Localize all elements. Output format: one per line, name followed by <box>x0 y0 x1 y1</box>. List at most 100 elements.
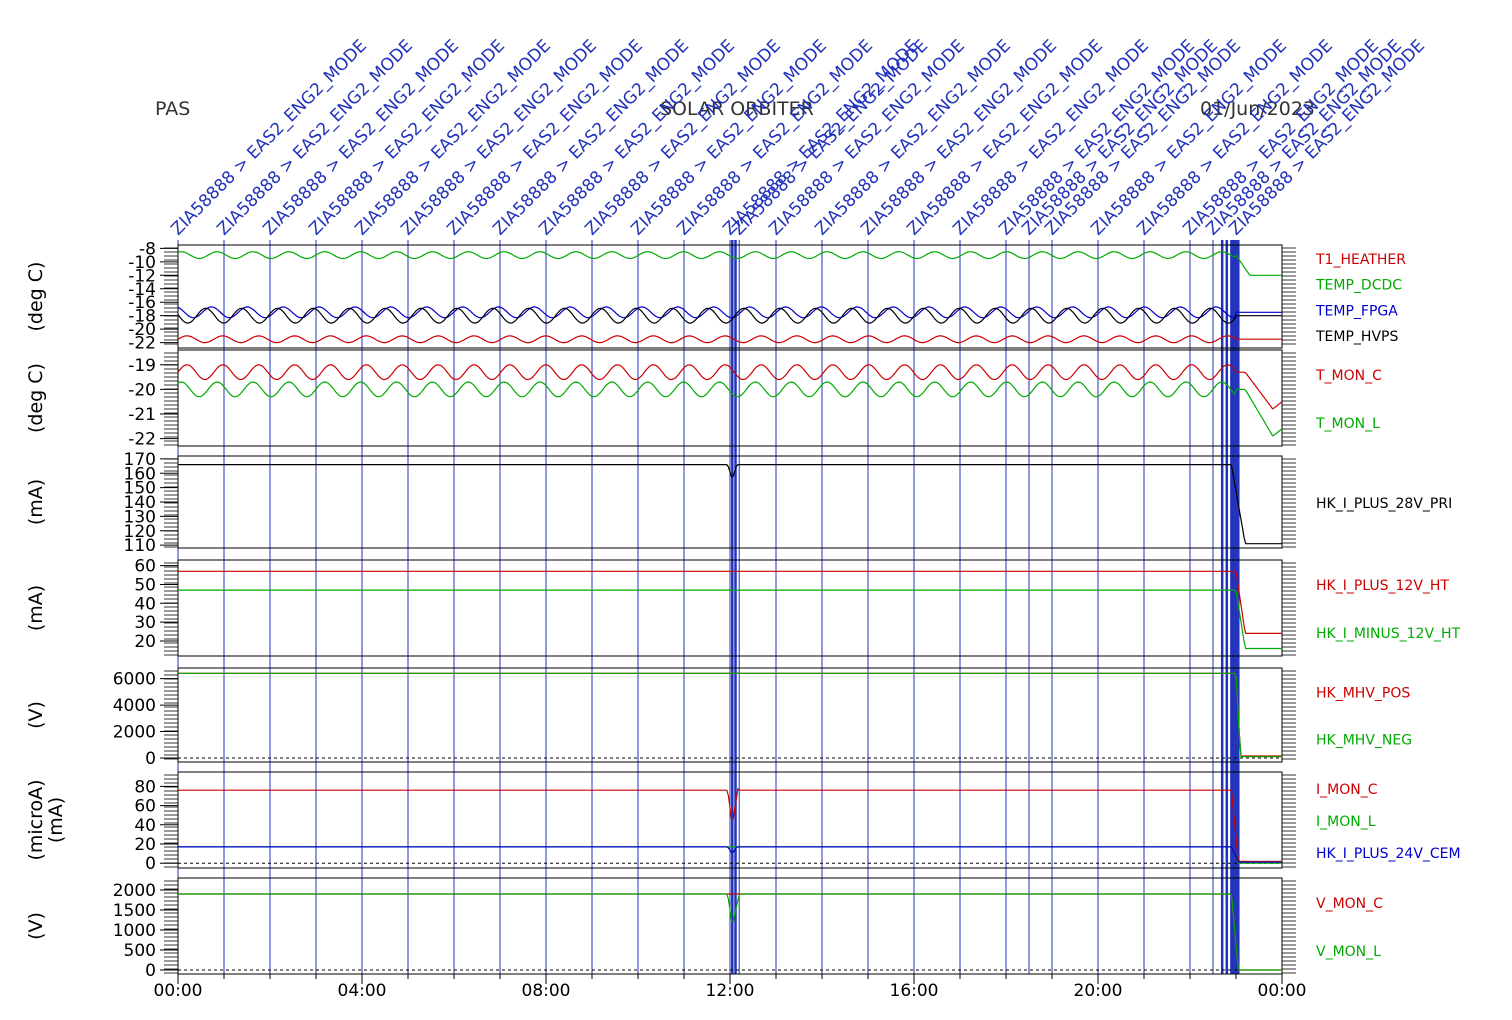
legend-label: TEMP_DCDC <box>1315 278 1402 294</box>
legend-label: HK_MHV_POS <box>1316 686 1410 702</box>
y-tick-label: 60 <box>134 797 156 817</box>
y-tick-label: -16 <box>128 293 156 313</box>
series-line <box>177 307 1282 324</box>
legend-label: T_MON_C <box>1315 368 1382 384</box>
series-line <box>178 672 1282 758</box>
y-axis-label: (V) <box>25 912 47 940</box>
y-axis-label: (V) <box>25 701 47 729</box>
y-tick-label: -22 <box>128 334 156 354</box>
y-tick-label: 40 <box>134 816 156 836</box>
y-tick-label: -14 <box>128 280 156 300</box>
legend-label: HK_I_PLUS_12V_HT <box>1316 578 1449 594</box>
panel-frame <box>177 244 1283 349</box>
x-tick-label: 08:00 <box>522 981 571 1001</box>
y-axis-label: (mA) <box>25 479 47 525</box>
y-tick-label: 20 <box>134 632 156 652</box>
y-tick-label: -20 <box>128 380 156 400</box>
y-axis-label: (mA) <box>45 797 67 843</box>
series-line <box>177 306 1282 319</box>
series-line <box>178 846 1282 863</box>
x-tick-label: 20:00 <box>1074 981 1123 1001</box>
series-line <box>177 335 1282 344</box>
y-tick-label: 2000 <box>113 723 156 743</box>
series-line <box>178 787 1282 862</box>
y-tick-label: -20 <box>128 320 156 340</box>
y-tick-label: 500 <box>124 941 156 961</box>
header-center: SOLAR ORBITER <box>660 98 814 120</box>
y-tick-label: 4000 <box>113 696 156 716</box>
series-line <box>178 893 1282 971</box>
series-line <box>178 589 1282 650</box>
y-tick-label: -10 <box>128 253 156 273</box>
header-right: 01/Jun/2023 <box>1200 98 1316 120</box>
y-tick-label: -22 <box>128 430 156 450</box>
y-tick-label: 6000 <box>113 670 156 690</box>
y-tick-label: 0 <box>145 749 156 769</box>
y-axis-label: (microA) <box>25 779 47 860</box>
series-line <box>177 251 1282 276</box>
panel-frame <box>177 559 1283 657</box>
y-tick-label: 60 <box>134 557 156 577</box>
legend-label: HK_I_PLUS_28V_PRI <box>1316 496 1452 512</box>
y-tick-label: 2000 <box>113 881 156 901</box>
panel-frame <box>177 349 1283 447</box>
time-axis: 00:00 04:00 08:00 12:00 16:00 20:00 00:00 <box>154 974 1307 1001</box>
y-tick-label: 1500 <box>113 901 156 921</box>
x-tick-label: 00:00 <box>154 981 203 1001</box>
legend-label: T1_HEATHER <box>1315 252 1406 268</box>
y-tick-label: -8 <box>139 239 156 259</box>
y-tick-label: 130 <box>124 507 156 527</box>
series-line <box>177 381 1283 437</box>
series-line <box>178 464 1282 545</box>
legend-label: HK_I_MINUS_12V_HT <box>1316 626 1461 642</box>
series-line <box>178 570 1282 634</box>
y-tick-label: 0 <box>145 961 156 981</box>
y-tick-label: 120 <box>124 522 156 542</box>
x-tick-label: 00:00 <box>1258 981 1307 1001</box>
x-tick-label: 04:00 <box>338 981 387 1001</box>
y-tick-label: -21 <box>128 405 156 425</box>
series-line <box>177 364 1283 410</box>
y-tick-label: 170 <box>124 450 156 470</box>
legend-label: HK_I_PLUS_24V_CEM <box>1316 846 1461 862</box>
legend-label: TEMP_HVPS <box>1315 329 1398 345</box>
panel: -8-10-12-14-16-18-20-22 (deg C) T1_HEATHER… <box>25 239 1406 353</box>
y-tick-label: 1000 <box>113 921 156 941</box>
legend-label: V_MON_L <box>1316 944 1381 960</box>
legend-label: T_MON_L <box>1315 416 1380 432</box>
y-tick-label: 160 <box>124 464 156 484</box>
panel-frame <box>177 771 1283 869</box>
panel: -19 -20 -21 -22 (deg C) T_MON_C T_MON_L <box>25 349 1382 450</box>
y-axis-label: (deg C) <box>25 363 47 433</box>
x-tick-label: 16:00 <box>890 981 939 1001</box>
y-tick-label: 110 <box>124 536 156 556</box>
legend-label: I_MON_C <box>1316 782 1378 798</box>
panel: 6000 4000 2000 0 (V) HK_MHV_POS HK_MHV_NEG <box>25 667 1412 769</box>
legend-label: V_MON_C <box>1316 896 1383 912</box>
y-tick-label: 40 <box>134 594 156 614</box>
y-tick-label: 30 <box>134 613 156 633</box>
y-tick-label: 80 <box>134 777 156 797</box>
x-tick-label: 12:00 <box>706 981 755 1001</box>
header-left: PAS <box>155 98 191 120</box>
legend-label: HK_MHV_NEG <box>1316 733 1412 749</box>
y-tick-label: -19 <box>128 356 156 376</box>
y-tick-label: -12 <box>128 266 156 286</box>
y-tick-label: 0 <box>145 854 156 874</box>
y-axis-label: (mA) <box>25 585 47 631</box>
y-tick-label: -18 <box>128 307 156 327</box>
y-tick-label: 50 <box>134 575 156 595</box>
plot-panels: -8-10-12-14-16-18-20-22(deg C)T1_HEATHER… <box>25 239 1461 981</box>
legend-label: I_MON_L <box>1316 814 1376 830</box>
y-tick-label: 150 <box>124 479 156 499</box>
y-tick-label: 140 <box>124 493 156 513</box>
y-axis-label: (deg C) <box>25 262 47 332</box>
legend-label: TEMP_FPGA <box>1315 303 1398 319</box>
y-tick-label: 20 <box>134 835 156 855</box>
